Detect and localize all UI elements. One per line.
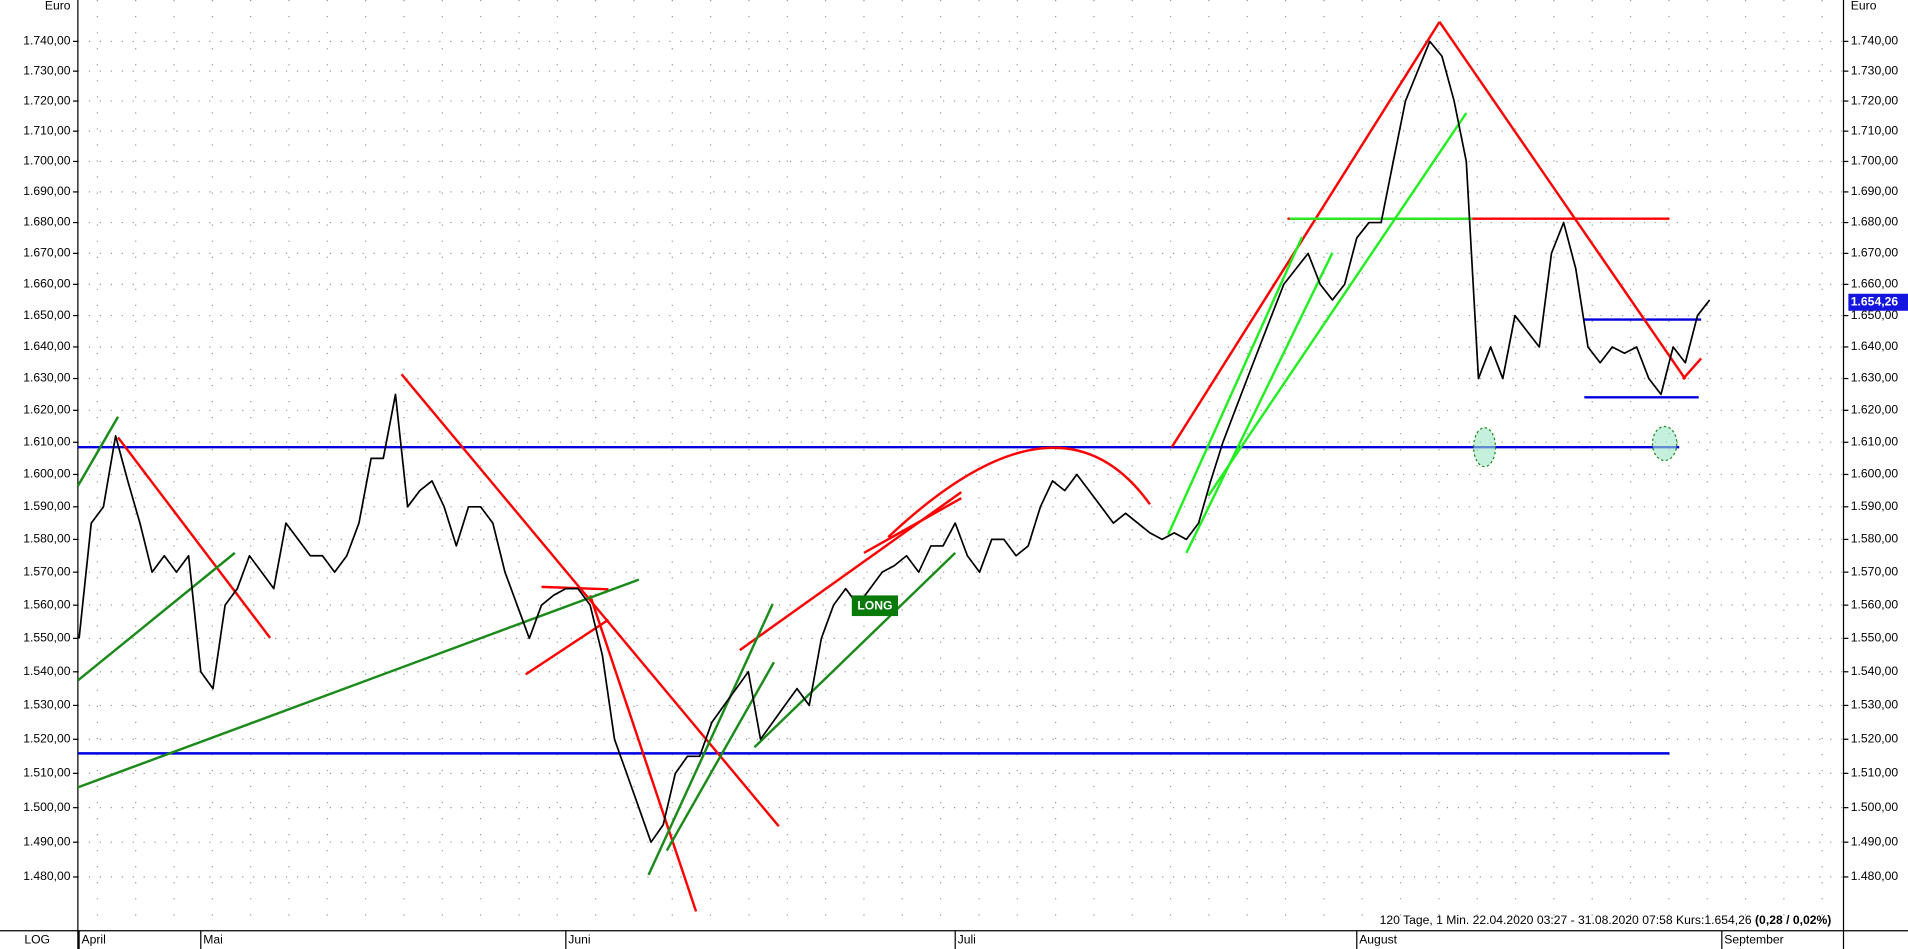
y-tick-label: 1.570,00 xyxy=(1851,564,1899,578)
y-tick-label: 1.710,00 xyxy=(23,123,71,137)
y-tick-label: 1.480,00 xyxy=(23,869,71,883)
trend-line xyxy=(117,436,272,639)
y-tick-label: 1.660,00 xyxy=(23,277,71,291)
x-tick-label: Juli xyxy=(958,933,976,947)
y-tick-label: 1.550,00 xyxy=(23,631,71,645)
price-group xyxy=(78,40,1711,844)
y-tick-label: 1.620,00 xyxy=(1851,403,1899,417)
y-tick-label: 1.590,00 xyxy=(1851,499,1899,513)
trend-line xyxy=(863,497,962,554)
y-tick-label: 1.560,00 xyxy=(1851,597,1899,611)
x-tick-label: April xyxy=(82,933,106,947)
unit-left: Euro xyxy=(45,0,71,12)
channel-line xyxy=(77,578,640,789)
trend-line xyxy=(1681,357,1703,380)
trend-line xyxy=(525,618,610,676)
y-tick-label: 1.610,00 xyxy=(1851,434,1899,448)
y-tick-label: 1.740,00 xyxy=(1851,34,1899,48)
y-tick-label: 1.730,00 xyxy=(23,63,71,77)
current-value-tag xyxy=(1848,293,1908,311)
y-tick-label: 1.500,00 xyxy=(1851,800,1899,814)
y-tick-label: 1.670,00 xyxy=(1851,246,1899,260)
trend-line xyxy=(1438,21,1687,380)
y-tick-label: 1.560,00 xyxy=(23,597,71,611)
scale-label: LOG xyxy=(24,933,50,947)
y-tick-label: 1.590,00 xyxy=(23,499,71,513)
trend-line xyxy=(1170,21,1441,448)
y-tick-label: 1.490,00 xyxy=(23,834,71,848)
y-tick-label: 1.580,00 xyxy=(1851,532,1899,546)
y-tick-label: 1.540,00 xyxy=(1851,664,1899,678)
y-tick-label: 1.610,00 xyxy=(23,434,71,448)
y-tick-label: 1.600,00 xyxy=(1851,467,1899,481)
info-change: (0,28 / 0,02%) xyxy=(1755,913,1831,927)
y-tick-label: 1.600,00 xyxy=(23,467,71,481)
channel-line xyxy=(647,603,774,876)
y-tick-label: 1.530,00 xyxy=(23,698,71,712)
y-tick-label: 1.500,00 xyxy=(23,800,71,814)
y-tick-label: 1.640,00 xyxy=(1851,339,1899,353)
y-tick-label: 1.650,00 xyxy=(23,308,71,322)
trend-line xyxy=(589,595,698,912)
y-tick-label: 1.670,00 xyxy=(23,246,71,260)
y-tick-label: 1.540,00 xyxy=(23,664,71,678)
y-tick-label: 1.620,00 xyxy=(23,403,71,417)
y-tick-label: 1.570,00 xyxy=(23,564,71,578)
y-tick-label: 1.650,00 xyxy=(1851,308,1899,322)
y-tick-label: 1.640,00 xyxy=(23,339,71,353)
y-tick-label: 1.550,00 xyxy=(1851,631,1899,645)
y-tick-label: 1.520,00 xyxy=(1851,731,1899,745)
x-tick-label: Juni xyxy=(568,933,590,947)
y-tick-label: 1.480,00 xyxy=(1851,869,1899,883)
y-tick-label: 1.490,00 xyxy=(1851,834,1899,848)
y-tick-label: 1.510,00 xyxy=(1851,766,1899,780)
channel-line xyxy=(1185,252,1334,554)
highlight xyxy=(1651,425,1678,462)
channel-line xyxy=(76,416,120,487)
trend-line xyxy=(400,373,780,828)
price-line xyxy=(78,40,1711,844)
channel-line xyxy=(1207,112,1468,497)
info-text: 120 Tage, 1 Min. 22.04.2020 03:27 - 31.0… xyxy=(1380,913,1755,927)
unit-right: Euro xyxy=(1851,0,1877,12)
arc-line xyxy=(887,446,1151,538)
x-tick-label: September xyxy=(1724,933,1783,947)
y-tick-label: 1.690,00 xyxy=(1851,184,1899,198)
channel-line xyxy=(1167,236,1304,536)
y-tick-label: 1.680,00 xyxy=(1851,215,1899,229)
info: 120 Tage, 1 Min. 22.04.2020 03:27 - 31.0… xyxy=(1380,913,1832,927)
current-value-label: 1.654,26 xyxy=(1851,294,1899,308)
y-tick-label: 1.720,00 xyxy=(1851,93,1899,107)
y-tick-label: 1.740,00 xyxy=(23,34,71,48)
x-tick-label: August xyxy=(1359,933,1397,947)
y-tick-label: 1.700,00 xyxy=(1851,154,1899,168)
annotation-box xyxy=(851,595,899,617)
y-tick-label: 1.630,00 xyxy=(23,371,71,385)
y-tick-label: 1.720,00 xyxy=(23,93,71,107)
y-tick-label: 1.520,00 xyxy=(23,731,71,745)
y-tick-label: 1.580,00 xyxy=(23,532,71,546)
y-tick-label: 1.660,00 xyxy=(1851,277,1899,291)
annotation: LONG xyxy=(857,599,892,613)
y-tick-label: 1.690,00 xyxy=(23,184,71,198)
x-tick-label: Mai xyxy=(203,933,223,947)
y-tick-label: 1.710,00 xyxy=(1851,123,1899,137)
y-tick-label: 1.510,00 xyxy=(23,766,71,780)
channel-line xyxy=(753,552,957,749)
y-tick-label: 1.630,00 xyxy=(1851,371,1899,385)
y-tick-label: 1.730,00 xyxy=(1851,63,1899,77)
highlight xyxy=(1472,427,1497,468)
y-tick-label: 1.530,00 xyxy=(1851,698,1899,712)
channel-line xyxy=(665,661,775,852)
channel-line xyxy=(77,551,236,682)
y-tick-label: 1.680,00 xyxy=(23,215,71,229)
y-tick-label: 1.700,00 xyxy=(23,154,71,168)
